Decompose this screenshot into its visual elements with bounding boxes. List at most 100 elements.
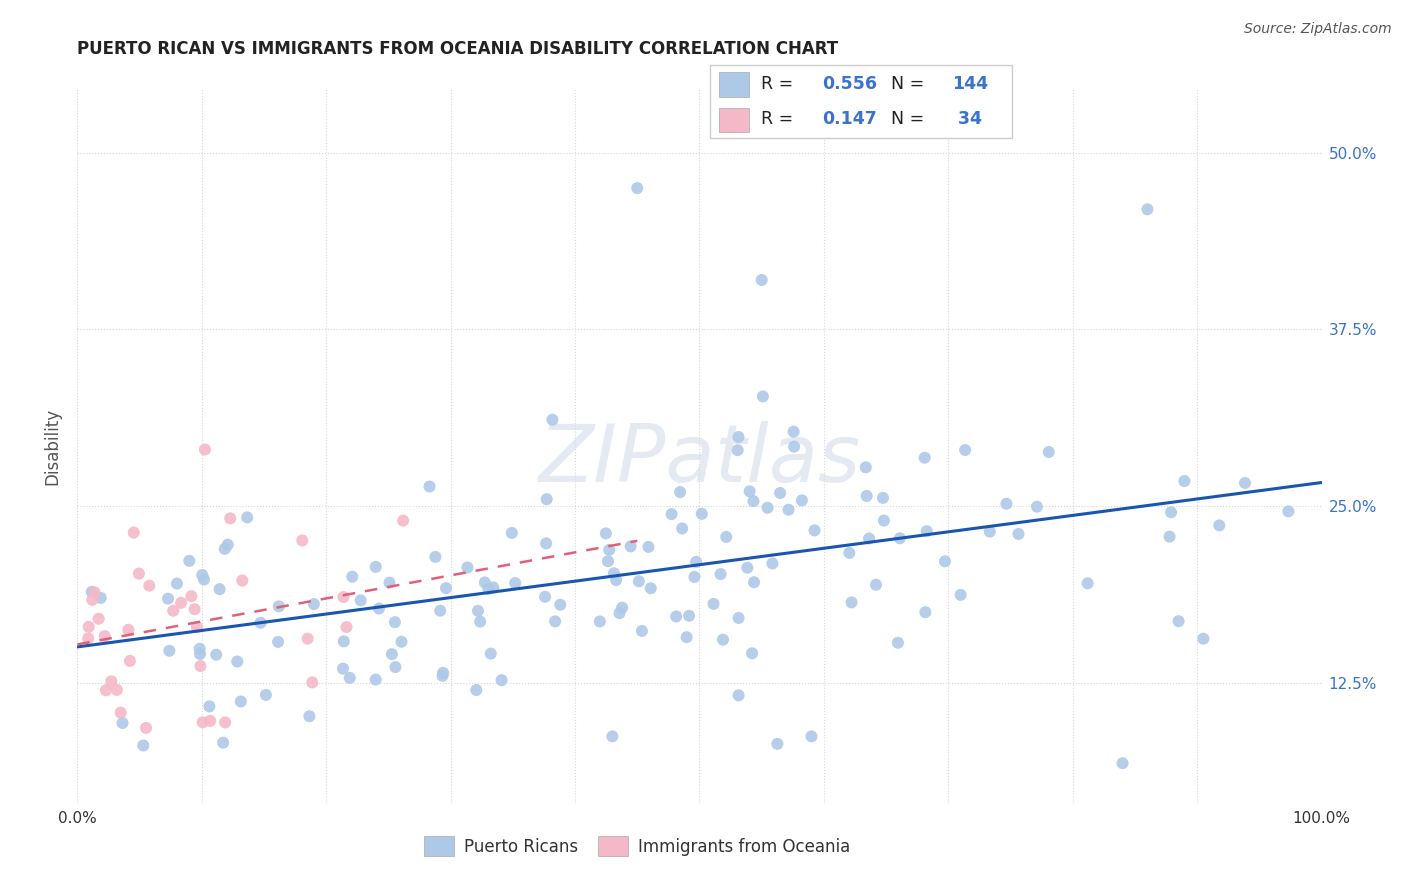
Point	[640, 581, 662, 595]
Point	[94, 683, 117, 698]
Point	[166, 576, 188, 591]
Point	[83, 585, 105, 599]
Point	[191, 715, 214, 730]
Point	[350, 593, 373, 607]
Point	[465, 683, 488, 698]
Point	[661, 507, 683, 521]
Point	[339, 671, 361, 685]
Point	[208, 582, 231, 596]
FancyBboxPatch shape	[710, 65, 1012, 138]
Point	[1111, 756, 1133, 771]
Point	[87, 612, 110, 626]
Point	[157, 644, 180, 658]
Point	[626, 181, 648, 195]
Point	[536, 492, 558, 507]
Point	[180, 589, 202, 603]
Point	[685, 555, 707, 569]
Point	[914, 450, 936, 465]
Point	[737, 560, 759, 574]
Point	[711, 632, 734, 647]
Point	[100, 674, 122, 689]
Point	[267, 635, 290, 649]
Point	[456, 560, 478, 574]
Point	[291, 533, 314, 548]
Bar	[718, 108, 749, 132]
Point	[105, 682, 128, 697]
Point	[783, 440, 806, 454]
Point	[170, 596, 193, 610]
Point	[503, 576, 526, 591]
Point	[501, 525, 523, 540]
Point	[368, 601, 391, 615]
Point	[1277, 504, 1299, 518]
Point	[212, 736, 235, 750]
Point	[1173, 474, 1195, 488]
Point	[482, 581, 505, 595]
Point	[727, 688, 749, 702]
Point	[474, 575, 496, 590]
Point	[432, 669, 454, 683]
Point	[391, 634, 413, 648]
Point	[872, 491, 894, 505]
Point	[769, 486, 792, 500]
Point	[790, 493, 813, 508]
Point	[637, 540, 659, 554]
Point	[298, 709, 321, 723]
Point	[249, 615, 271, 630]
Point	[887, 636, 910, 650]
Point	[188, 641, 211, 656]
Point	[741, 646, 763, 660]
Point	[186, 620, 208, 634]
Point	[90, 591, 112, 605]
Point	[702, 597, 724, 611]
Point	[602, 730, 624, 744]
Point	[198, 699, 221, 714]
Point	[1159, 530, 1181, 544]
Point	[609, 606, 631, 620]
Text: 34: 34	[952, 111, 981, 128]
Point	[162, 604, 184, 618]
Point	[302, 597, 325, 611]
Bar	[718, 71, 749, 96]
Point	[683, 570, 706, 584]
Point	[1160, 505, 1182, 519]
Point	[434, 581, 457, 595]
Point	[800, 730, 823, 744]
Point	[1038, 445, 1060, 459]
Point	[949, 588, 972, 602]
Point	[200, 714, 222, 728]
Text: 0.556: 0.556	[823, 75, 877, 93]
Point	[1192, 632, 1215, 646]
Point	[803, 524, 825, 538]
Point	[254, 688, 277, 702]
Point	[205, 648, 228, 662]
Point	[610, 600, 633, 615]
Point	[665, 609, 688, 624]
Point	[226, 655, 249, 669]
Point	[491, 673, 513, 688]
Point	[384, 615, 406, 629]
Text: 0.147: 0.147	[823, 111, 876, 128]
Point	[858, 532, 880, 546]
Point	[432, 665, 454, 680]
Point	[752, 389, 775, 403]
Point	[392, 514, 415, 528]
Point	[742, 575, 765, 590]
Point	[838, 546, 860, 560]
Point	[110, 706, 132, 720]
Point	[620, 540, 643, 554]
Point	[1007, 527, 1029, 541]
Point	[183, 602, 205, 616]
Point	[1167, 614, 1189, 628]
Y-axis label: Disability: Disability	[44, 408, 62, 484]
Point	[135, 721, 157, 735]
Point	[738, 484, 761, 499]
Point	[716, 530, 738, 544]
Point	[77, 632, 100, 646]
Legend: Puerto Ricans, Immigrants from Oceania: Puerto Ricans, Immigrants from Oceania	[418, 830, 858, 863]
Text: N =: N =	[891, 75, 931, 93]
Point	[77, 620, 100, 634]
Point	[468, 615, 491, 629]
Point	[364, 673, 387, 687]
Point	[117, 623, 139, 637]
